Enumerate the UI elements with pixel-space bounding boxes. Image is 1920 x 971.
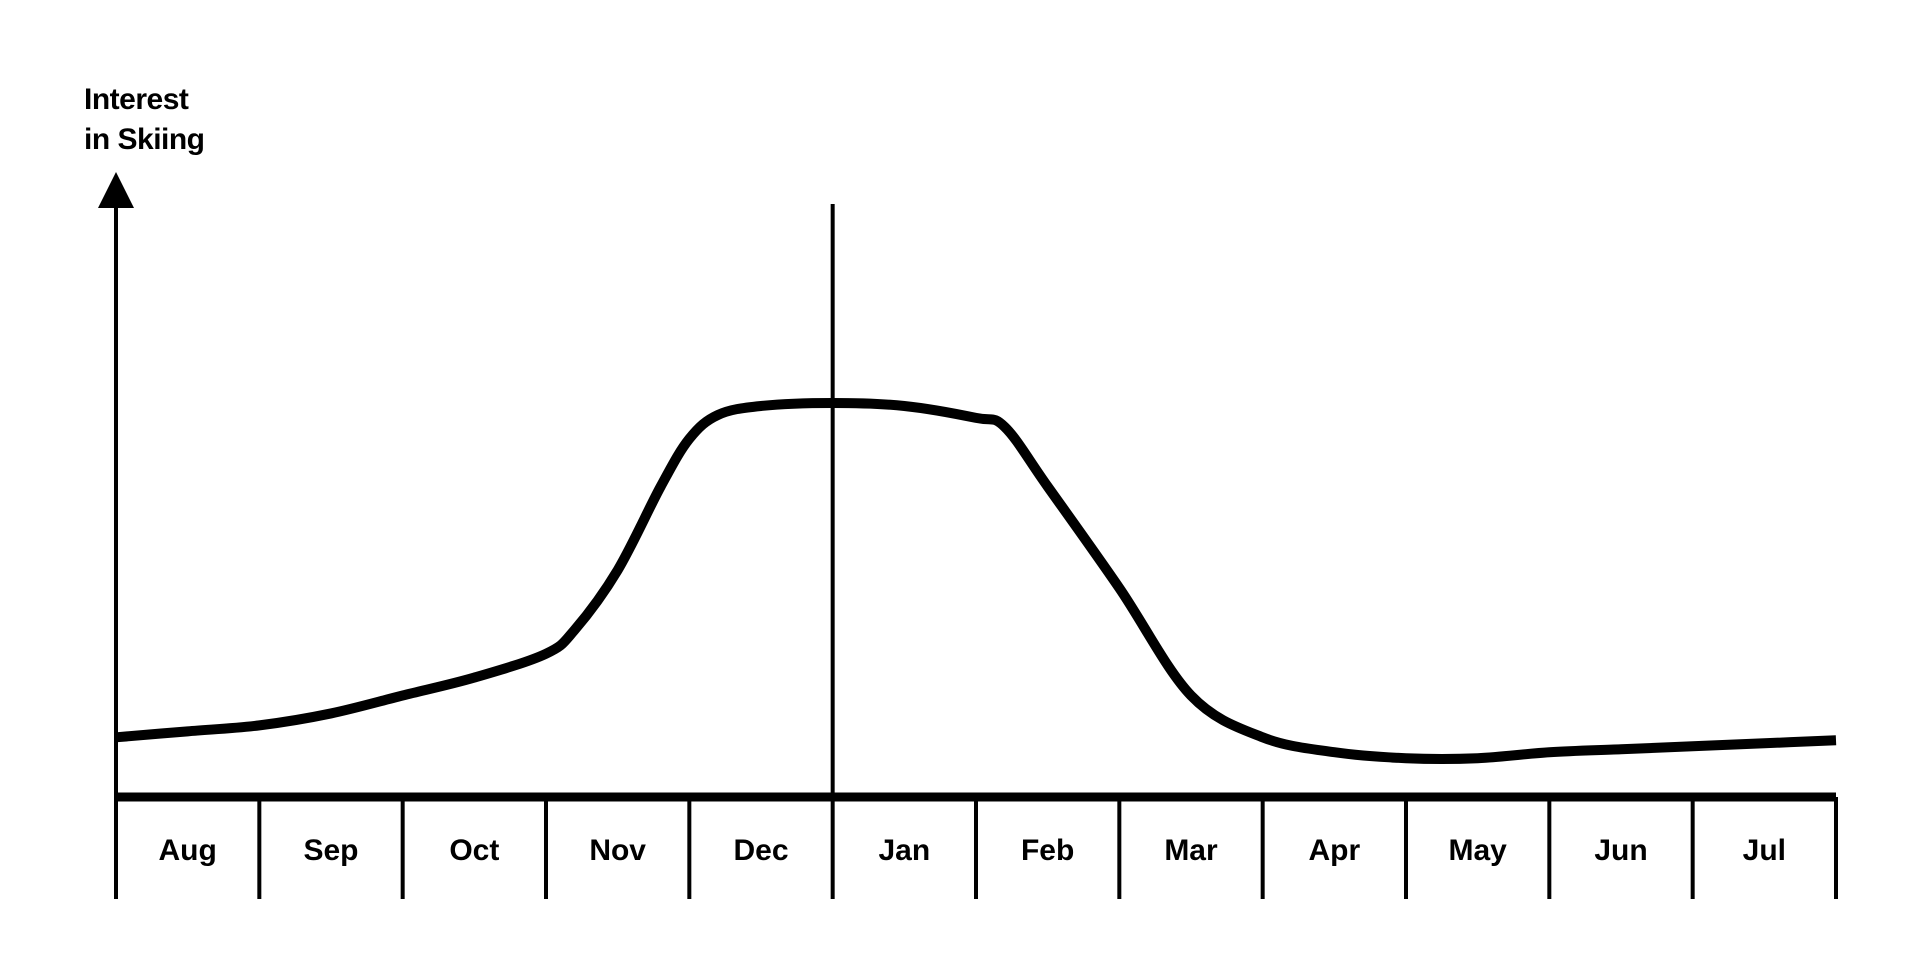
month-cells: Aug Sep Oct Nov Dec Jan Feb Mar Apr May Jun Jul	[114, 797, 1838, 899]
y-axis-label: Interest in Skiing	[84, 80, 205, 160]
tick-label-nov: Nov	[589, 834, 646, 867]
tick-label-aug: Aug	[159, 834, 217, 867]
axes	[98, 172, 1836, 899]
tick-label-dec: Dec	[733, 834, 788, 867]
series	[115, 397, 1837, 764]
tick-label-apr: Apr	[1308, 834, 1360, 867]
tick-label-oct: Oct	[449, 834, 499, 867]
tick-label-may: May	[1448, 834, 1507, 867]
y-axis-label-line-2: in Skiing	[84, 123, 205, 156]
tick-label-feb: Feb	[1021, 834, 1074, 867]
tick-label-sep: Sep	[303, 834, 358, 867]
y-axis-arrow	[98, 172, 134, 208]
tick-label-jul: Jul	[1743, 834, 1786, 867]
y-axis-label-line-1: Interest	[84, 83, 189, 116]
tick-label-jan: Jan	[878, 834, 930, 867]
series-line-0	[115, 397, 1837, 764]
tick-label-jun: Jun	[1594, 834, 1647, 867]
tick-label-mar: Mar	[1164, 834, 1218, 867]
